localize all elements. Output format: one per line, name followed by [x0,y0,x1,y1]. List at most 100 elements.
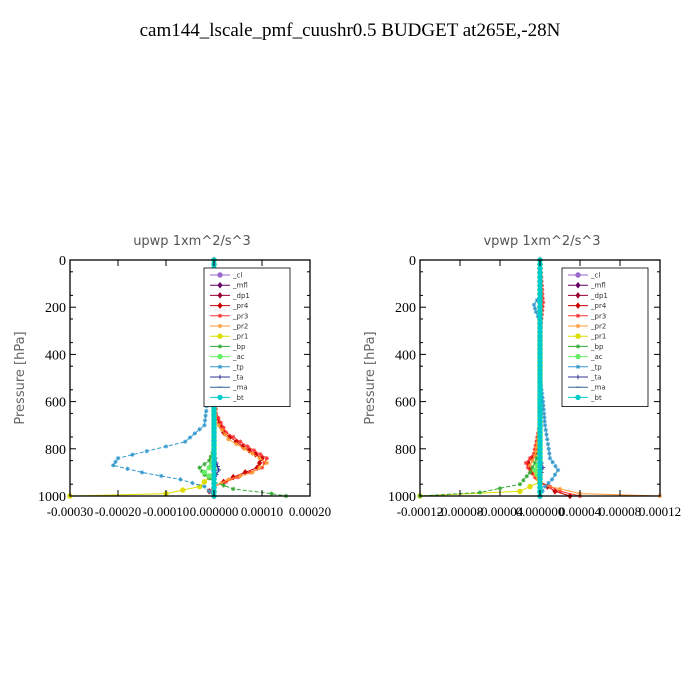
data-point [190,480,195,486]
data-point [497,486,503,491]
data-point [540,399,546,404]
y-tick-label: 1000 [38,490,66,505]
data-point [250,451,255,456]
data-point [541,407,546,412]
data-point [542,419,547,424]
x-tick-label: -0.00020 [95,504,142,519]
data-point [258,452,263,457]
y-tick-label: 400 [395,348,416,363]
y-axis-label: Pressure [hPa] [13,331,28,424]
legend-label: _pr2 [590,323,606,331]
data-point [535,314,541,319]
x-tick-label: -0.00004 [477,504,524,519]
data-point [207,458,212,463]
data-point [549,477,555,482]
legend-label: _mfl [232,282,248,290]
data-point [226,477,231,482]
series-line [419,260,541,497]
y-tick-label: 400 [45,348,66,363]
data-point [218,420,224,426]
data-point [223,430,229,435]
y-tick-label: 200 [45,301,66,316]
y-tick-label: 200 [395,301,416,316]
data-point [533,443,538,448]
figure-title: cam144_lscale_pmf_cuushr0.5 BUDGET at265… [139,20,561,41]
data-point [216,415,221,421]
data-point [530,458,535,463]
legend-label: _tp [590,363,602,371]
legend: _cl _mfl _dp1 _pr4 _pr3 _pr2 _pr1 _bp _ac _tp _ta _… [561,267,649,408]
data-point [533,449,538,454]
x-tick-label: -0.00030 [47,504,94,519]
y-tick-label: 0 [409,254,416,269]
data-point [532,447,538,452]
data-point [544,432,549,437]
data-point [531,302,537,308]
legend-marker [575,302,581,309]
data-point [534,297,540,303]
x-tick-label: 0.00004 [559,504,602,519]
data-point [238,473,243,479]
data-point [525,465,531,470]
data-point [541,411,547,416]
y-tick-label: 600 [395,396,416,411]
legend-label: _ac [590,353,603,361]
data-point [269,491,274,496]
legend-label: _ta [232,374,244,382]
legend-label: _ma [232,384,248,392]
legend-marker [217,353,223,360]
legend-label: _pr4 [232,302,249,310]
data-point [196,483,203,490]
data-point [201,469,208,476]
data-point [527,470,533,475]
data-point [527,456,533,461]
data-point [557,489,563,494]
data-point [477,490,483,495]
data-point [245,444,250,449]
data-point [206,473,212,479]
data-point [545,437,550,442]
data-point [532,460,538,466]
data-point [517,482,523,487]
data-point [257,465,262,470]
data-point [222,432,228,437]
data-point [547,451,552,456]
data-point [540,296,545,301]
legend-marker [217,281,223,289]
legend-label: _pr2 [232,323,248,331]
legend-marker [217,333,223,339]
legend-label: _pr3 [232,312,248,320]
data-point [546,446,551,451]
legend-marker [575,313,581,318]
data-point [202,418,208,423]
data-point [543,427,548,433]
data-point [183,439,188,444]
legend-marker [575,374,581,380]
data-point [144,448,149,454]
data-point [206,464,212,471]
data-point [251,448,257,453]
x-tick-label: 0.00020 [289,504,331,519]
data-point [262,460,267,466]
legend-marker [217,323,223,329]
data-point [553,463,558,469]
series-pr1 [67,257,217,499]
series-line [69,260,215,497]
legend-label: _dp1 [590,292,608,300]
data-point [527,483,533,490]
legend-label: _tp [232,363,244,371]
y-tick-label: 0 [59,254,66,269]
data-point [264,460,269,466]
legend-label: _pr1 [590,333,606,341]
x-tick-label: 0.00012 [639,504,681,519]
data-point [180,487,186,493]
data-point [542,484,548,489]
data-point [550,459,555,465]
data-point [208,454,213,459]
legend-marker [575,292,581,299]
legend-marker [575,281,581,289]
data-point [532,453,538,459]
data-point [545,441,551,447]
y-axis-label: Pressure [hPa] [363,331,378,424]
legend-label: _ta [590,374,602,382]
